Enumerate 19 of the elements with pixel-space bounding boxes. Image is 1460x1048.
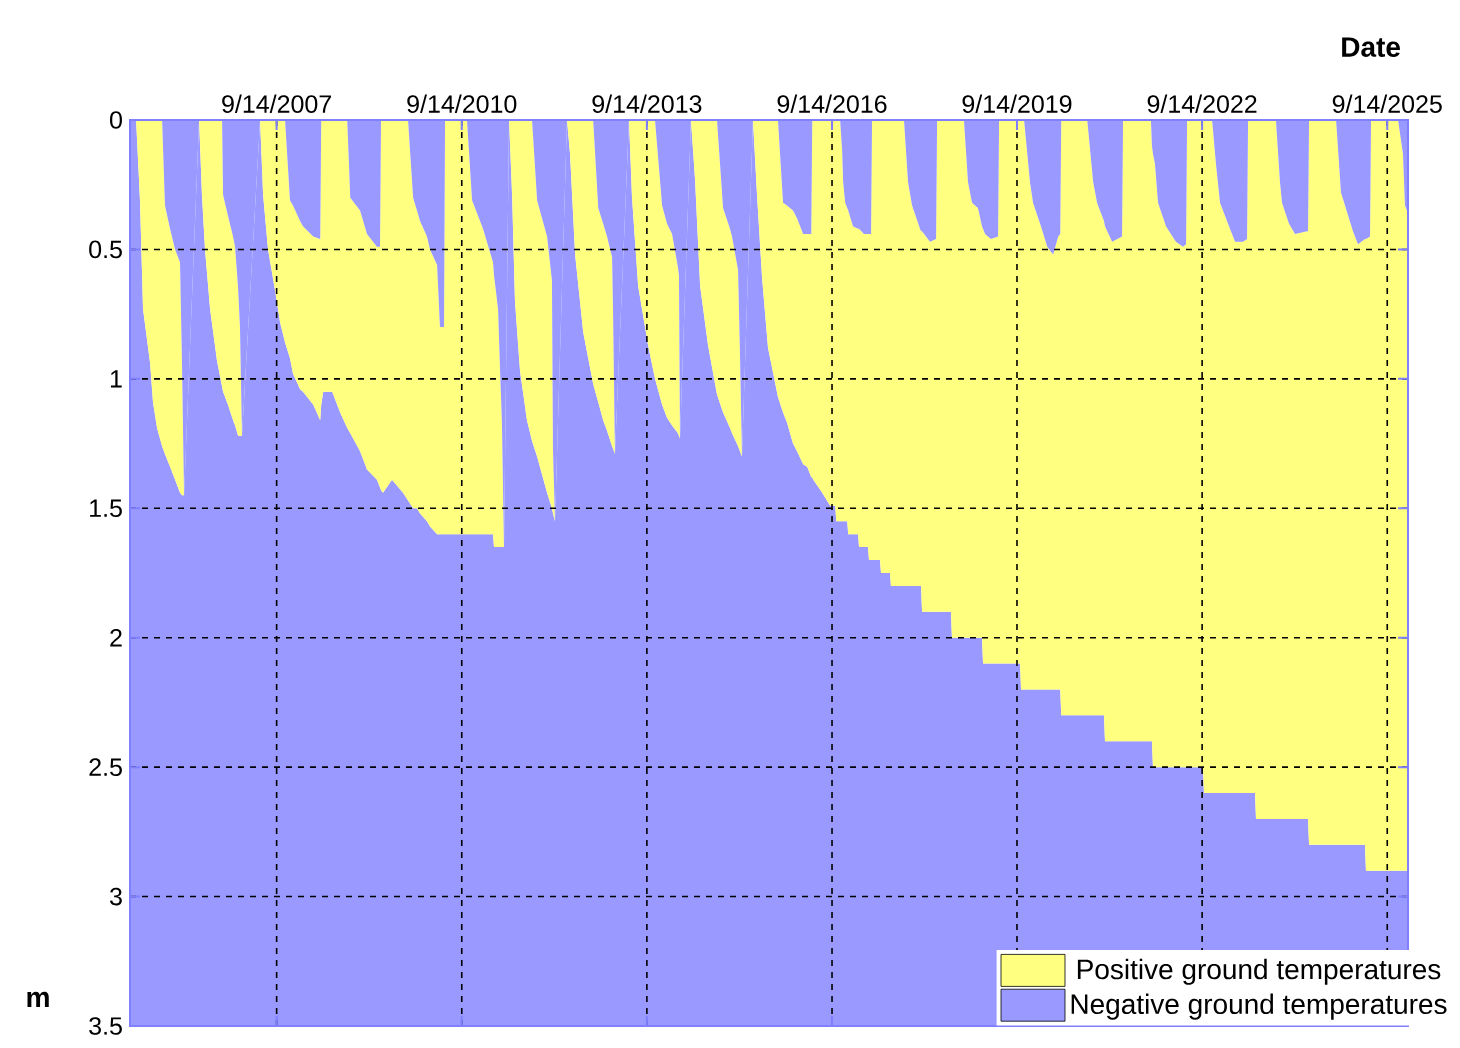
x-tick-label: 9/14/2022 <box>1147 94 1257 113</box>
y-tick-label: 2.5 <box>89 758 122 776</box>
y-tick-label: 1 <box>110 370 122 388</box>
x-tick-label: 9/14/2025 <box>1332 94 1442 113</box>
legend-label: Positive ground temperatures <box>1077 958 1441 985</box>
y-tick-label: 0.5 <box>89 240 122 259</box>
x-axis-title: Date <box>1342 37 1400 57</box>
x-tick-label: 9/14/2010 <box>407 94 517 113</box>
legend-label: Negative ground temperatures <box>1071 993 1447 1020</box>
y-tick-label: 0 <box>110 111 122 129</box>
x-tick-label: 9/14/2016 <box>777 94 887 113</box>
y-tick-label: 3 <box>109 887 122 906</box>
x-tick-label: 9/14/2007 <box>222 94 331 113</box>
y-tick-label: 1.5 <box>90 499 122 518</box>
y-tick-label: 2 <box>110 629 122 647</box>
x-tick-label: 9/14/2013 <box>592 94 702 113</box>
x-tick-label: 9/14/2019 <box>962 94 1072 113</box>
y-axis-title: m <box>27 991 49 1007</box>
y-tick-label: 3.5 <box>89 1017 122 1035</box>
